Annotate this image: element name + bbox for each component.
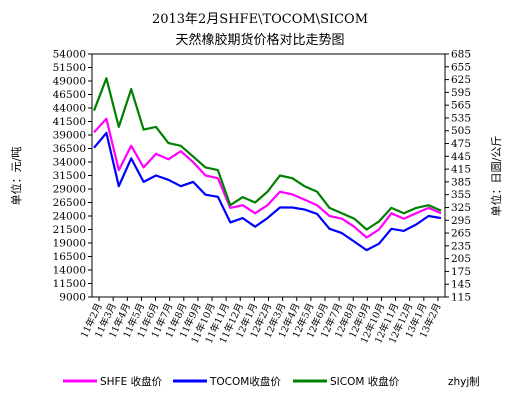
right-tick-label: 325 [451, 202, 471, 214]
left-tick-label: 11500 [53, 278, 86, 290]
sicom-line [92, 77, 442, 231]
legend-label-shfe: SHFE 收盘价 [100, 375, 163, 388]
plot-area [91, 53, 446, 298]
left-tick-label: 19000 [53, 238, 86, 250]
right-tick-label: 685 [451, 49, 471, 61]
right-tick-label: 505 [451, 125, 471, 137]
left-tick-label: 44000 [53, 103, 86, 115]
right-tick-label: 385 [451, 176, 471, 188]
legend: SHFE 收盘价 TOCOM收盘价 SICOM 收盘价 zhyj制 [63, 375, 480, 388]
right-tick-label: 475 [451, 138, 471, 150]
right-tick-label: 625 [451, 74, 471, 86]
left-tick-label: 21500 [53, 224, 86, 236]
right-tick-label: 595 [451, 87, 471, 99]
right-tick-label: 205 [451, 253, 471, 265]
y-axis-label-left: 单位：元/吨 [9, 147, 23, 206]
left-tick-label: 49000 [53, 76, 86, 88]
left-tick-label: 39000 [53, 130, 86, 142]
right-tick-label: 115 [451, 292, 471, 304]
left-tick-label: 34000 [53, 157, 86, 169]
left-tick-label: 41500 [53, 116, 86, 128]
left-tick-label: 9000 [59, 292, 86, 304]
shfe-line [93, 117, 442, 239]
left-tick-label: 29000 [53, 184, 86, 196]
right-tick-label: 535 [451, 112, 471, 124]
right-tick-label: 415 [451, 164, 471, 176]
right-tick-label: 565 [451, 100, 471, 112]
left-tick-label: 24000 [53, 211, 86, 223]
left-tick-label: 14000 [53, 265, 86, 277]
right-tick-label: 655 [451, 61, 471, 73]
right-tick-label: 175 [451, 266, 471, 278]
right-tick-label: 235 [451, 240, 471, 252]
legend-label-tocom: TOCOM收盘价 [209, 375, 281, 388]
chart-subtitle: 天然橡胶期货价格对比走势图 [175, 32, 344, 48]
left-tick-label: 51500 [53, 62, 86, 74]
right-axis-ticks: 6856556255955655355054754454153853553252… [445, 49, 471, 304]
left-tick-label: 16500 [53, 251, 86, 263]
left-tick-label: 26500 [53, 197, 86, 209]
series-lines [92, 77, 442, 252]
right-tick-label: 295 [451, 215, 471, 227]
left-tick-label: 36500 [53, 143, 86, 155]
right-tick-label: 145 [451, 279, 471, 291]
chart-title: 2013年2月SHFE\TOCOM\SICOM [152, 12, 368, 27]
watermark: zhyj制 [448, 375, 480, 388]
tocom-line [93, 131, 442, 252]
x-axis-ticks: 11年2月11年3月11年4月11年5月11年6月11年7月11年8月11年9月… [78, 297, 444, 345]
right-tick-label: 445 [451, 151, 471, 163]
right-tick-label: 355 [451, 189, 471, 201]
legend-label-sicom: SICOM 收盘价 [330, 375, 400, 388]
left-tick-label: 46500 [53, 89, 86, 101]
y-axis-label-right: 单位：日圆/公斤 [489, 136, 503, 217]
left-tick-label: 31500 [53, 170, 86, 182]
left-tick-label: 54000 [53, 49, 86, 61]
right-tick-label: 265 [451, 228, 471, 240]
